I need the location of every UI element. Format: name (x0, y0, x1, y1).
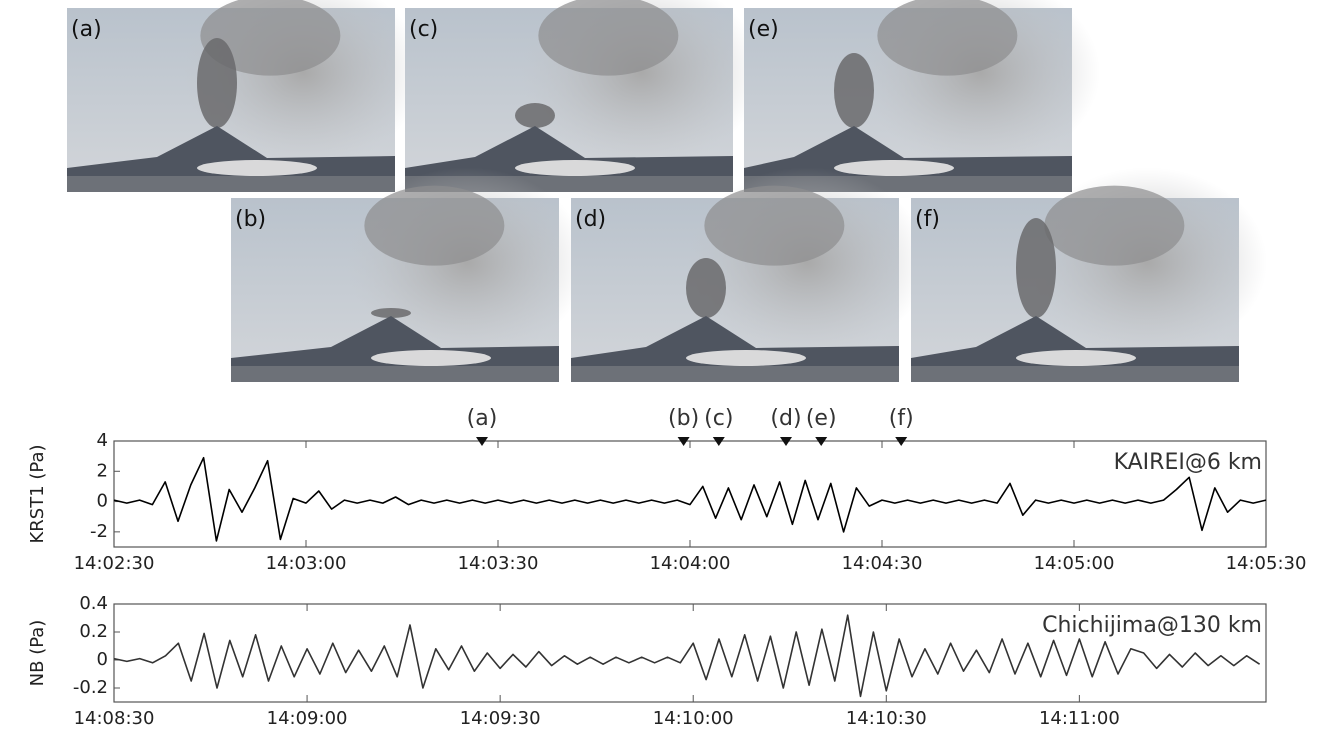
photo: (c) (405, 0, 762, 192)
x-tick-label: 14:04:30 (842, 553, 923, 574)
photo: (b) (231, 167, 588, 382)
y-tick-label: 0 (97, 649, 108, 670)
photo-label: (d) (575, 207, 606, 232)
volcano (405, 126, 733, 176)
x-tick-label: 14:04:00 (650, 553, 731, 574)
photo-label: (e) (748, 17, 779, 42)
photo: (d) (571, 167, 928, 382)
x-tick-label: 14:10:00 (653, 708, 734, 729)
smoke-cloud (704, 185, 845, 266)
steam (371, 350, 491, 366)
x-tick-label: 14:05:30 (1226, 553, 1307, 574)
steam (1016, 350, 1136, 366)
y-tick-label: 4 (97, 430, 108, 451)
photo-label: (b) (235, 207, 266, 232)
x-tick-label: 14:02:30 (74, 553, 155, 574)
photo: (f) (911, 167, 1268, 382)
eruption-column (197, 38, 237, 128)
smoke-cloud (1044, 185, 1185, 266)
event-marker (780, 437, 792, 446)
sea (231, 366, 559, 382)
eruption-column (1016, 218, 1056, 318)
volcano (744, 126, 1072, 176)
event-marker (815, 437, 828, 446)
station-label: Chichijima@130 km (1042, 613, 1262, 638)
x-tick-label: 14:08:30 (74, 708, 155, 729)
waveform (113, 614, 1261, 698)
smoke-cloud (877, 0, 1018, 76)
x-tick-label: 14:10:30 (846, 708, 927, 729)
station-label: KAIREI@6 km (1114, 450, 1262, 475)
x-tick-label: 14:03:30 (458, 553, 539, 574)
photo: (e) (744, 0, 1101, 192)
eruption-column (686, 258, 726, 318)
sea (67, 176, 395, 192)
sea (911, 366, 1239, 382)
photo-label: (f) (915, 207, 940, 232)
sea (571, 366, 899, 382)
eruption-column (515, 103, 555, 128)
event-marker (895, 437, 908, 446)
y-tick-label: 0 (97, 491, 108, 512)
y-axis-label: KRST1 (Pa) (27, 444, 48, 543)
x-tick-label: 14:09:00 (267, 708, 348, 729)
y-tick-label: -2 (90, 521, 108, 542)
x-tick-label: 14:05:00 (1034, 553, 1115, 574)
event-label: (f) (889, 406, 914, 431)
plot-frame (113, 603, 1267, 703)
event-label: (c) (704, 406, 733, 431)
volcano (911, 316, 1239, 366)
steam (686, 350, 806, 366)
event-marker (677, 437, 690, 446)
x-tick-label: 14:09:30 (460, 708, 541, 729)
photo: (a) (67, 0, 424, 192)
volcano (571, 316, 899, 366)
steam (515, 160, 635, 176)
smoke-cloud (200, 0, 341, 76)
x-tick-label: 14:11:00 (1039, 708, 1120, 729)
y-tick-label: 2 (97, 460, 108, 481)
photo-label: (c) (409, 17, 438, 42)
y-tick-label: 0.2 (79, 621, 108, 642)
x-tick-label: 14:03:00 (266, 553, 347, 574)
photo-label: (a) (71, 17, 102, 42)
event-label: (d) (770, 406, 801, 431)
y-axis-label: NB (Pa) (27, 620, 48, 687)
steam (197, 160, 317, 176)
event-label: (b) (668, 406, 699, 431)
event-marker (476, 437, 488, 446)
event-label: (a) (467, 406, 498, 431)
smoke-cloud (538, 0, 679, 76)
y-tick-label: -0.2 (73, 677, 108, 698)
eruption-column (371, 308, 411, 318)
plot-frame (113, 440, 1267, 548)
event-label: (e) (806, 406, 837, 431)
waveform (113, 456, 1267, 542)
steam (834, 160, 954, 176)
smoke-cloud (364, 185, 505, 266)
eruption-column (834, 53, 874, 128)
volcano (67, 126, 395, 176)
event-marker (712, 437, 725, 446)
y-tick-label: 0.4 (79, 593, 108, 614)
